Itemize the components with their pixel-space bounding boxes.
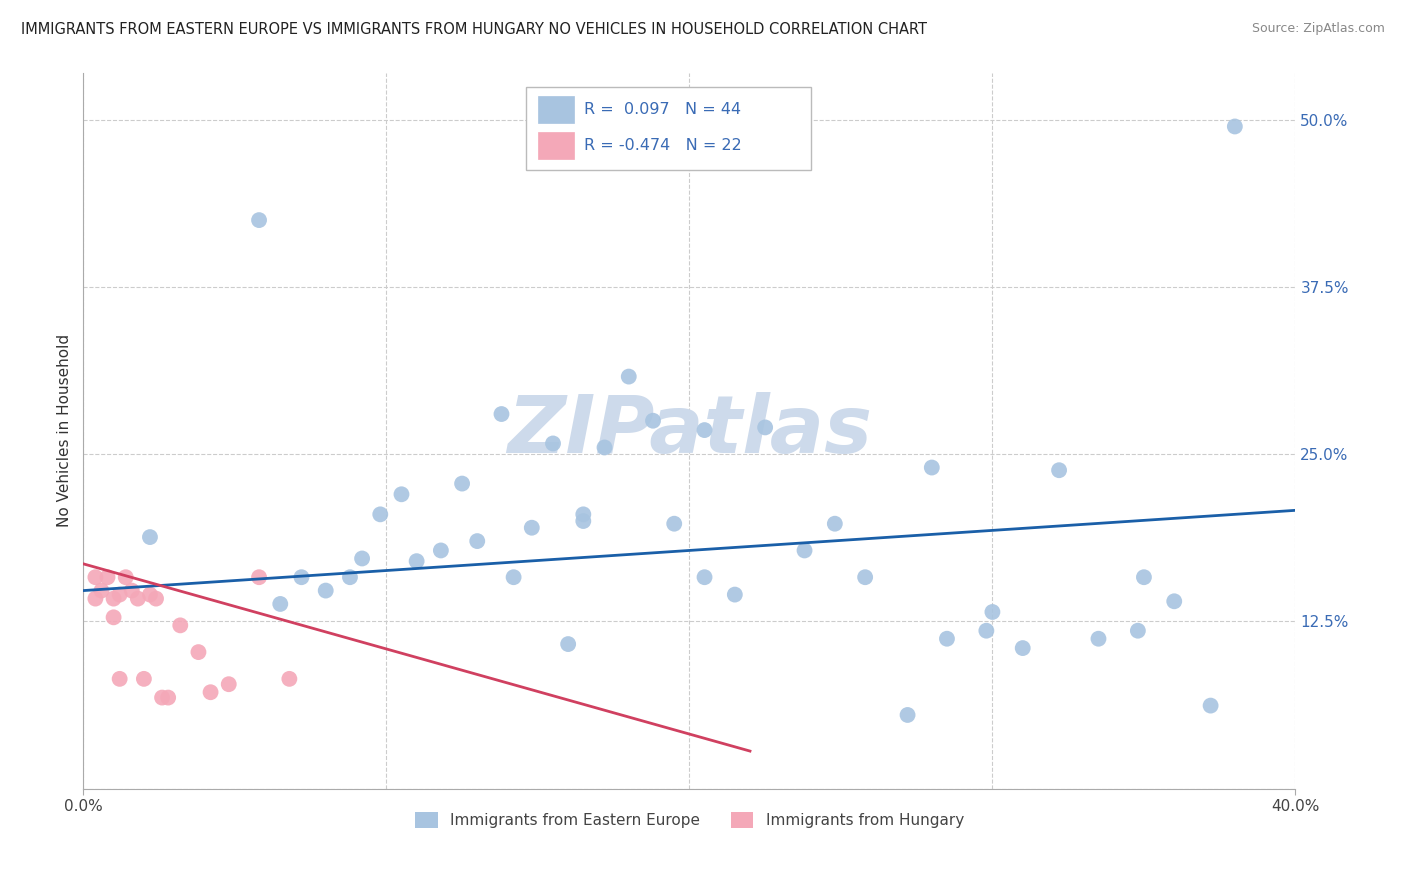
Point bbox=[352, 551, 374, 566]
Point bbox=[693, 423, 716, 437]
Point bbox=[921, 460, 943, 475]
Point bbox=[84, 570, 107, 584]
Point bbox=[593, 441, 616, 455]
Point bbox=[132, 672, 155, 686]
Text: Source: ZipAtlas.com: Source: ZipAtlas.com bbox=[1251, 22, 1385, 36]
Point bbox=[664, 516, 686, 531]
Text: ZIPatlas: ZIPatlas bbox=[508, 392, 872, 470]
Point bbox=[121, 583, 143, 598]
Point bbox=[541, 436, 564, 450]
Point bbox=[405, 554, 427, 568]
Point bbox=[96, 570, 118, 584]
Point bbox=[502, 570, 524, 584]
Point bbox=[520, 521, 543, 535]
Point bbox=[793, 543, 815, 558]
FancyBboxPatch shape bbox=[538, 132, 574, 159]
Point bbox=[169, 618, 191, 632]
Point bbox=[936, 632, 959, 646]
Point bbox=[1199, 698, 1222, 713]
Text: IMMIGRANTS FROM EASTERN EUROPE VS IMMIGRANTS FROM HUNGARY NO VEHICLES IN HOUSEHO: IMMIGRANTS FROM EASTERN EUROPE VS IMMIGR… bbox=[21, 22, 927, 37]
FancyBboxPatch shape bbox=[538, 95, 574, 123]
FancyBboxPatch shape bbox=[526, 87, 811, 169]
Point bbox=[114, 570, 136, 584]
Point bbox=[150, 690, 173, 705]
Point bbox=[1223, 120, 1246, 134]
Point bbox=[896, 708, 918, 723]
Point bbox=[451, 476, 474, 491]
Point bbox=[1047, 463, 1070, 477]
Point bbox=[90, 583, 112, 598]
Point bbox=[465, 534, 488, 549]
Point bbox=[754, 420, 776, 434]
Point bbox=[1126, 624, 1149, 638]
Point bbox=[1133, 570, 1156, 584]
Point bbox=[339, 570, 361, 584]
Point bbox=[290, 570, 312, 584]
Point bbox=[641, 414, 664, 428]
Point bbox=[491, 407, 513, 421]
Point bbox=[218, 677, 240, 691]
Point bbox=[127, 591, 149, 606]
Point bbox=[157, 690, 180, 705]
Point bbox=[269, 597, 291, 611]
Point bbox=[724, 588, 747, 602]
Point bbox=[200, 685, 222, 699]
Y-axis label: No Vehicles in Household: No Vehicles in Household bbox=[58, 334, 72, 527]
Point bbox=[572, 514, 595, 528]
Point bbox=[84, 591, 107, 606]
Point bbox=[572, 508, 595, 522]
Point bbox=[693, 570, 716, 584]
Point bbox=[1011, 641, 1033, 656]
Point bbox=[1087, 632, 1109, 646]
Point bbox=[391, 487, 413, 501]
Point bbox=[824, 516, 846, 531]
Point bbox=[145, 591, 167, 606]
Point bbox=[557, 637, 579, 651]
Text: R = -0.474   N = 22: R = -0.474 N = 22 bbox=[583, 137, 742, 153]
Point bbox=[617, 369, 640, 384]
Point bbox=[247, 213, 270, 227]
Legend: Immigrants from Eastern Europe, Immigrants from Hungary: Immigrants from Eastern Europe, Immigran… bbox=[409, 806, 970, 835]
Point bbox=[103, 591, 125, 606]
Point bbox=[108, 588, 131, 602]
Point bbox=[976, 624, 998, 638]
Point bbox=[139, 530, 162, 544]
Point bbox=[368, 508, 391, 522]
Point bbox=[103, 610, 125, 624]
Point bbox=[187, 645, 209, 659]
Point bbox=[108, 672, 131, 686]
Point bbox=[278, 672, 301, 686]
Point bbox=[430, 543, 453, 558]
Point bbox=[315, 583, 337, 598]
Point bbox=[853, 570, 876, 584]
Point bbox=[981, 605, 1004, 619]
Point bbox=[1163, 594, 1185, 608]
Point bbox=[139, 588, 162, 602]
Point bbox=[247, 570, 270, 584]
Text: R =  0.097   N = 44: R = 0.097 N = 44 bbox=[583, 102, 741, 117]
